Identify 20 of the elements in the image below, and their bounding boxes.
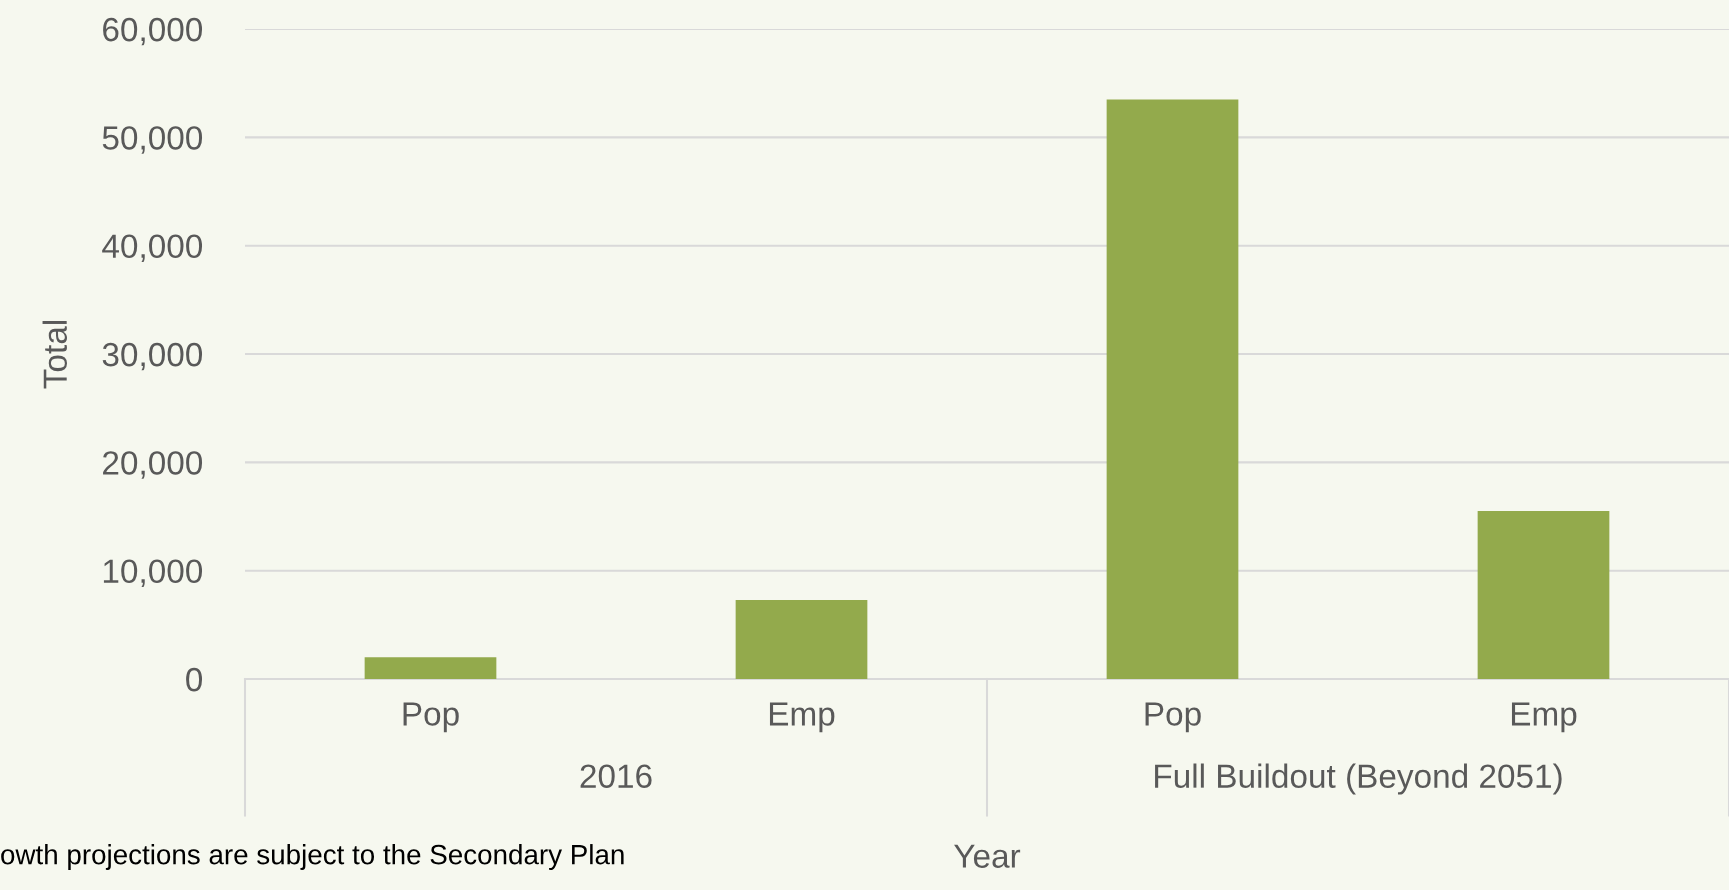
text: Full Buildout (Beyond 2051): [1155, 763, 1562, 795]
y-tick-label: 60,000: [103, 17, 203, 46]
bar: [364, 657, 497, 679]
text: owth projections are subject to the Secondary Plan: [1, 844, 624, 870]
x-tick-label: Pop: [1145, 702, 1201, 733]
y-tick-label: 20,000: [103, 451, 203, 479]
y-tick-label: 40,000: [102, 234, 203, 263]
y-tick-label: 10,000: [103, 559, 203, 588]
bar: [735, 599, 868, 679]
x-axis-title: Year: [954, 844, 1021, 868]
y-axis-title: Total: [42, 321, 68, 389]
x-tick-label: Emp: [1511, 702, 1577, 733]
y-tick-label: 50,000: [102, 126, 203, 154]
y-tick-label: 0: [186, 667, 203, 692]
y-tick-label: 30,000: [102, 342, 203, 371]
x-tick-label: Pop: [403, 702, 459, 733]
bar: [1106, 99, 1239, 679]
bar: [1477, 511, 1610, 679]
x-tick-label: Emp: [769, 702, 835, 733]
text: 2016: [580, 764, 652, 788]
